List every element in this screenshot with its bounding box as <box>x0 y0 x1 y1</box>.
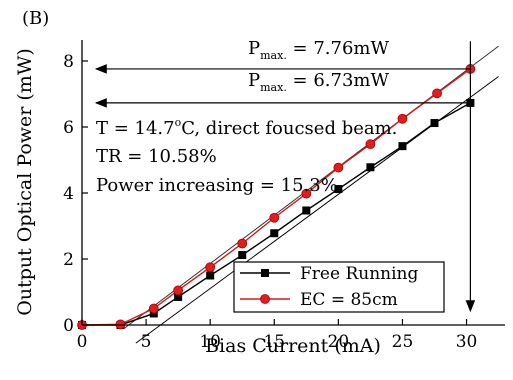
point-free-running <box>398 142 407 151</box>
legend-marker-ec <box>260 294 270 304</box>
pmax2-annotation: Pmax. = 6.73mW <box>248 70 390 94</box>
point-ec <box>365 139 376 150</box>
y-tick-label: 8 <box>63 52 74 72</box>
point-ec <box>397 113 408 124</box>
point-ec <box>237 238 248 249</box>
x-tick-label: 30 <box>456 332 478 352</box>
point-free-running <box>302 206 311 215</box>
point-free-running <box>334 185 343 194</box>
plot-area <box>77 45 499 344</box>
x-tick-label: 25 <box>392 332 414 352</box>
point-ec <box>205 262 216 273</box>
pmax1-annotation: Pmax. = 7.76mW <box>248 38 390 62</box>
point-free-running <box>149 309 158 318</box>
point-free-running <box>174 292 183 301</box>
legend-label-free-running: Free Running <box>300 264 418 284</box>
point-ec <box>148 303 159 314</box>
point-free-running <box>206 271 215 280</box>
y-tick-label: 6 <box>63 118 74 138</box>
point-ec <box>301 188 312 199</box>
point-ec <box>269 212 280 223</box>
panel-label: (B) <box>22 8 49 29</box>
point-free-running <box>238 251 247 260</box>
point-free-running <box>430 119 439 128</box>
point-ec <box>115 319 126 330</box>
x-axis-title: Bias Current (mA) <box>205 335 381 357</box>
legend: Free Running EC = 85cm <box>233 261 445 313</box>
y-tick-label: 2 <box>63 250 74 270</box>
point-free-running <box>270 229 279 238</box>
x-tick-label: 0 <box>77 332 88 352</box>
point-ec <box>432 88 442 99</box>
legend-marker-free-running <box>261 269 269 277</box>
power-increase-note: Power increasing = 15.3% <box>96 175 338 196</box>
point-ec <box>333 162 344 173</box>
x-tick-label: 15 <box>263 332 285 352</box>
y-axis-title: Output Optical Power (mW) <box>14 48 36 316</box>
point-ec <box>173 285 184 296</box>
tr-note: TR = 10.58% <box>96 146 217 167</box>
y-tick-label: 4 <box>63 184 74 204</box>
x-tick-label: 20 <box>328 332 350 352</box>
y-tick-label: 0 <box>63 316 74 336</box>
x-tick-label: 10 <box>199 332 221 352</box>
temperature-note: T = 14.7oC, direct foucsed beam. <box>96 116 397 139</box>
point-free-running <box>366 163 375 172</box>
legend-label-ec: EC = 85cm <box>300 290 398 310</box>
x-tick-label: 5 <box>141 332 152 352</box>
